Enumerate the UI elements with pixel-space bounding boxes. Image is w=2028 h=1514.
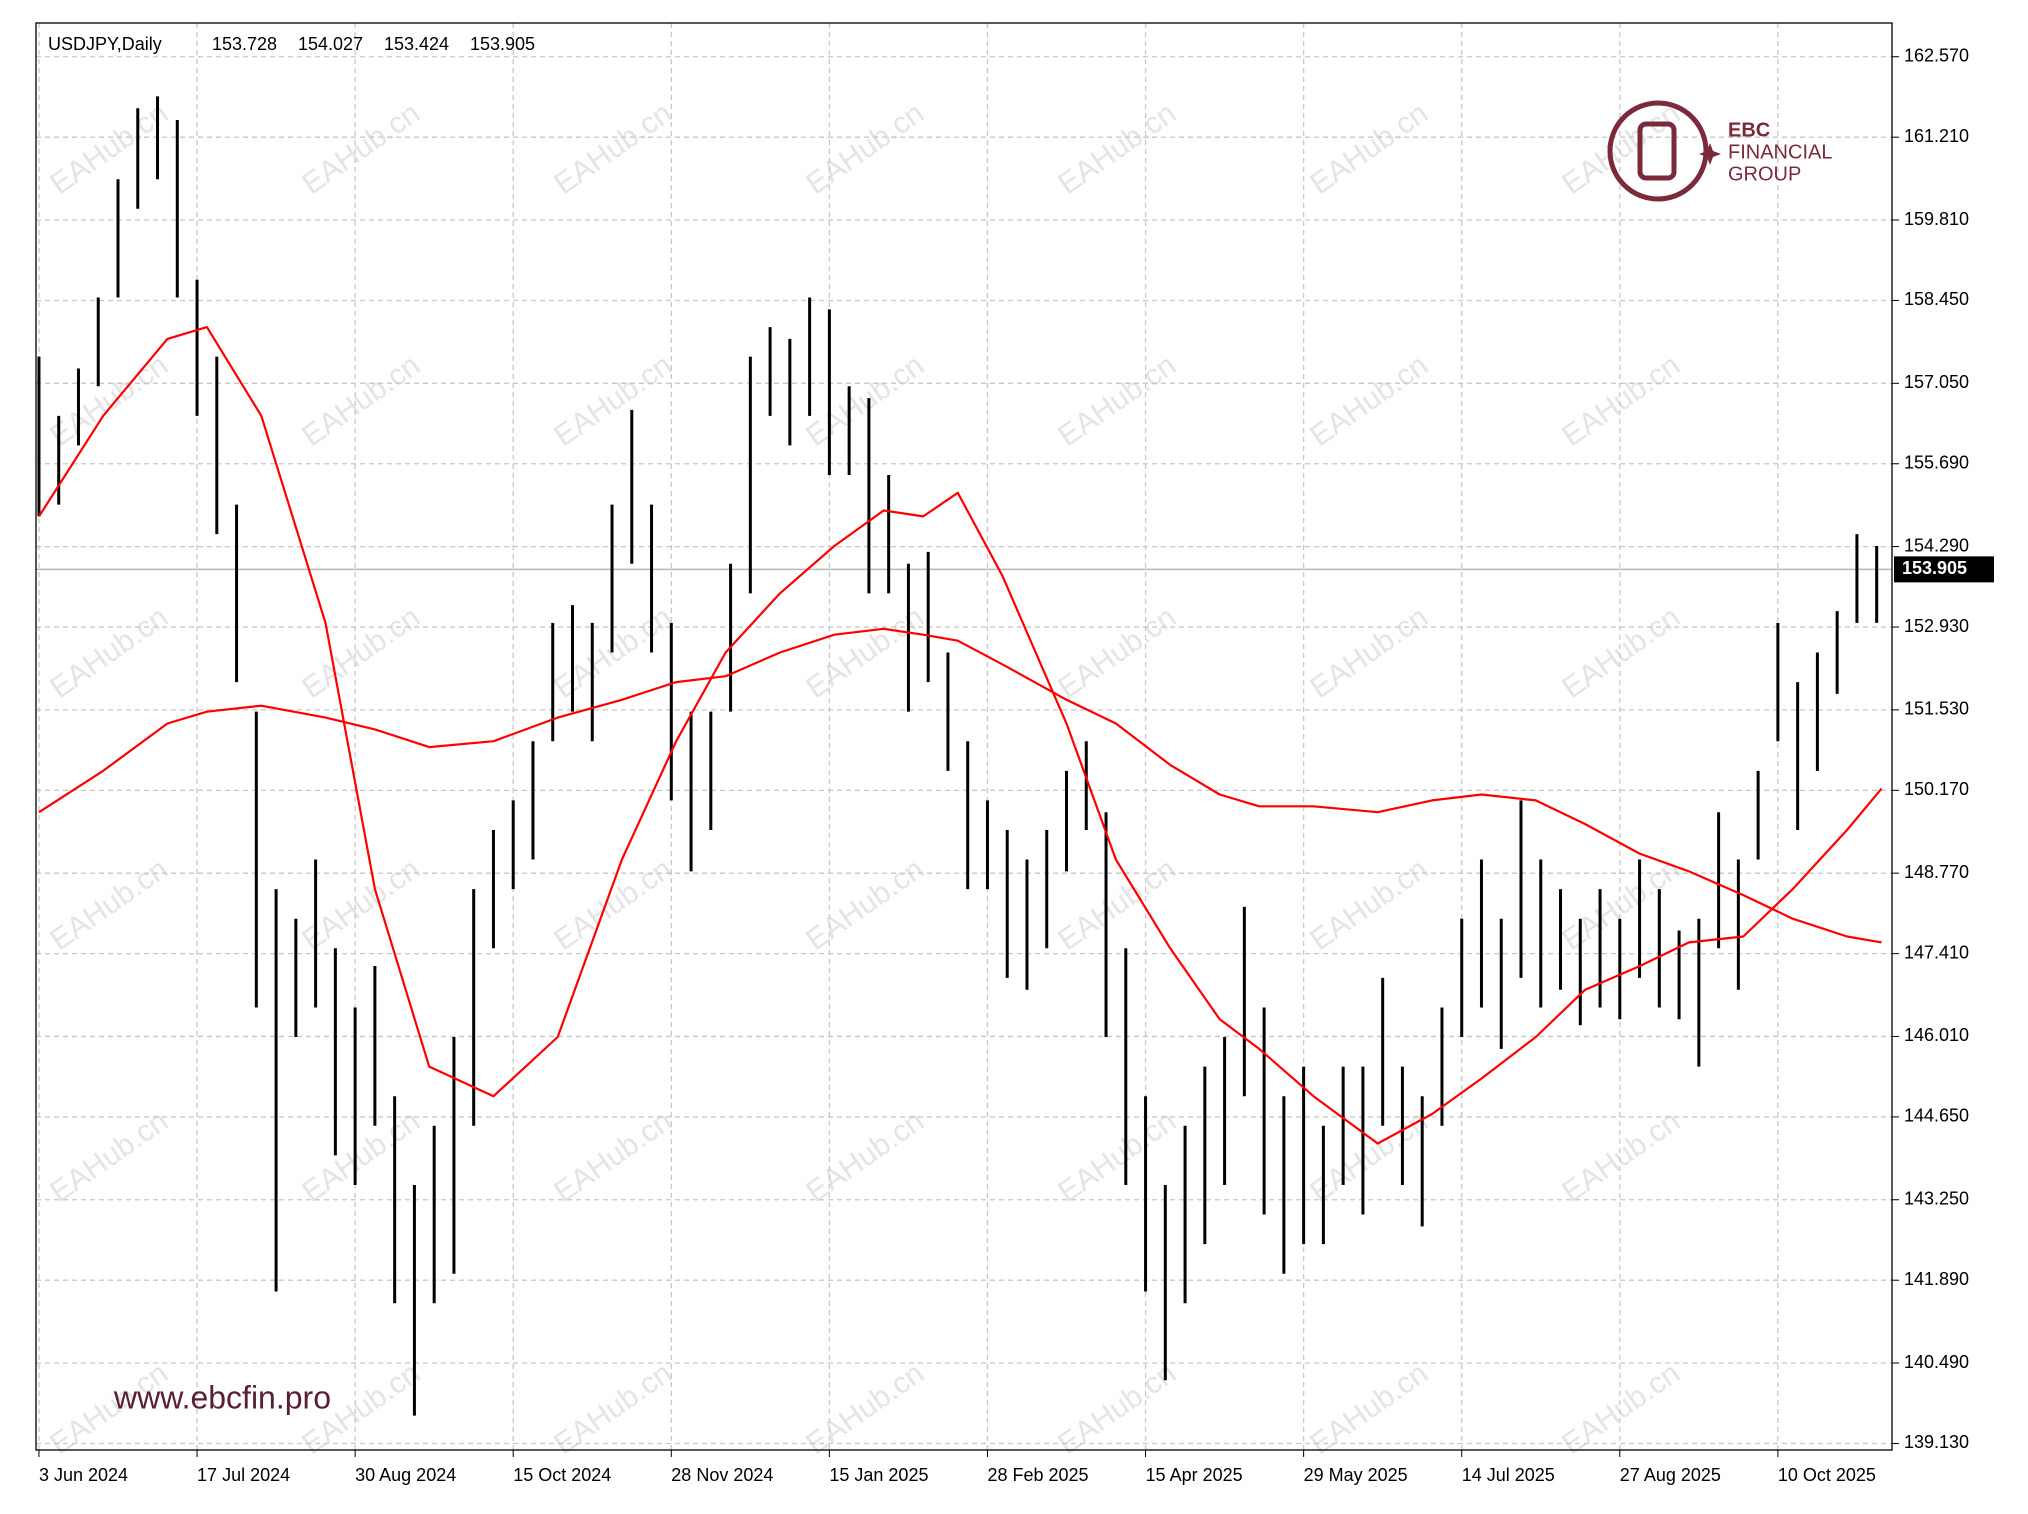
y-tick-label: 158.450 bbox=[1904, 289, 1969, 309]
x-tick-label: 28 Nov 2024 bbox=[671, 1465, 773, 1485]
price-label-box bbox=[1894, 556, 1994, 583]
x-tick-label: 3 Jun 2024 bbox=[39, 1465, 128, 1485]
price-label: 153.905 bbox=[1902, 558, 1967, 578]
y-tick-label: 144.650 bbox=[1904, 1106, 1969, 1126]
logo-star bbox=[1699, 143, 1721, 165]
ohlc-close: 153.905 bbox=[470, 34, 535, 54]
x-tick-label: 15 Jan 2025 bbox=[829, 1465, 928, 1485]
axes: 162.570 161.210 159.810 158.450 157.050 155.6… bbox=[38, 45, 1994, 1485]
x-tick-label: 14 Jul 2025 bbox=[1462, 1465, 1555, 1485]
moving-average bbox=[38, 627, 1882, 944]
header: USDJPY,Daily 153.728 154.027 153.424 153… bbox=[48, 34, 535, 54]
logo: EBC FINANCIAL GROUP bbox=[1607, 100, 1832, 202]
ohlc-high: 154.027 bbox=[298, 34, 363, 54]
y-tick-label: 139.130 bbox=[1904, 1432, 1969, 1452]
ohlc-low: 153.424 bbox=[384, 34, 449, 54]
y-tick-label: 154.290 bbox=[1904, 535, 1969, 555]
plot-marks bbox=[37, 96, 1883, 1416]
y-tick-label: 143.250 bbox=[1904, 1188, 1969, 1208]
symbol: USDJPY,Daily bbox=[48, 34, 162, 54]
logo-text: EBC bbox=[1728, 119, 1770, 141]
y-tick-label: 150.170 bbox=[1904, 779, 1969, 799]
y-tick-label: 141.890 bbox=[1904, 1269, 1969, 1289]
x-tick-label: 29 May 2025 bbox=[1304, 1465, 1408, 1485]
x-tick-label: 28 Feb 2025 bbox=[987, 1465, 1088, 1485]
moving-average bbox=[38, 326, 1883, 1145]
grid bbox=[36, 23, 1892, 1450]
ohlc-open: 153.728 bbox=[212, 34, 277, 54]
plot-frame bbox=[35, 22, 1893, 1451]
y-tick-label: 161.210 bbox=[1904, 126, 1969, 146]
x-tick-label: 10 Oct 2025 bbox=[1778, 1465, 1876, 1485]
x-tick-label: 15 Apr 2025 bbox=[1146, 1465, 1243, 1485]
y-tick-label: 155.690 bbox=[1904, 453, 1969, 473]
website: www.ebcfin.pro bbox=[113, 1379, 331, 1415]
y-tick-label: 140.490 bbox=[1904, 1352, 1969, 1372]
logo-mark bbox=[1637, 121, 1677, 181]
x-tick-label: 30 Aug 2024 bbox=[355, 1465, 456, 1485]
y-tick-label: 152.930 bbox=[1904, 616, 1969, 636]
y-tick-label: 162.570 bbox=[1904, 45, 1969, 65]
x-tick-label: 27 Aug 2025 bbox=[1620, 1465, 1721, 1485]
x-tick-label: 17 Jul 2024 bbox=[197, 1465, 290, 1485]
y-tick-label: 147.410 bbox=[1904, 942, 1969, 962]
y-tick-label: 148.770 bbox=[1904, 862, 1969, 882]
y-tick-label: 151.530 bbox=[1904, 699, 1969, 719]
x-tick-label: 15 Oct 2024 bbox=[513, 1465, 611, 1485]
y-tick-label: 146.010 bbox=[1904, 1025, 1969, 1045]
logo-ring bbox=[1607, 100, 1709, 202]
logo-text: FINANCIAL bbox=[1728, 141, 1832, 163]
y-tick-label: 159.810 bbox=[1904, 209, 1969, 229]
y-tick-label: 157.050 bbox=[1904, 372, 1969, 392]
logo-text: GROUP bbox=[1728, 163, 1801, 185]
